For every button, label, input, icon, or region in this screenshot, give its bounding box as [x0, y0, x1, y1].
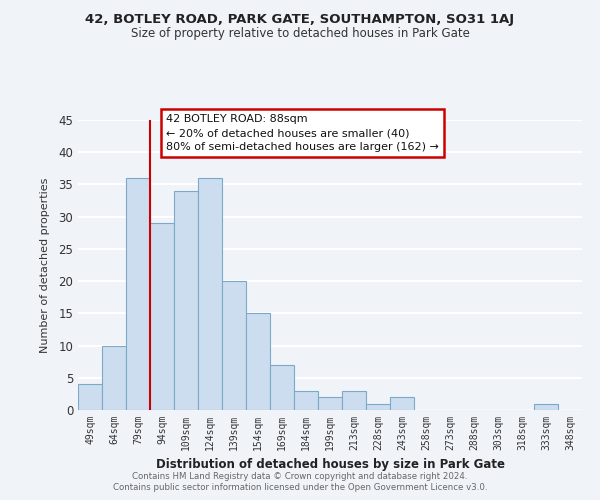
Y-axis label: Number of detached properties: Number of detached properties	[40, 178, 50, 352]
Text: Contains HM Land Registry data © Crown copyright and database right 2024.: Contains HM Land Registry data © Crown c…	[132, 472, 468, 481]
Text: 42 BOTLEY ROAD: 88sqm
← 20% of detached houses are smaller (40)
80% of semi-deta: 42 BOTLEY ROAD: 88sqm ← 20% of detached …	[166, 114, 439, 152]
Text: 42, BOTLEY ROAD, PARK GATE, SOUTHAMPTON, SO31 1AJ: 42, BOTLEY ROAD, PARK GATE, SOUTHAMPTON,…	[85, 12, 515, 26]
Bar	[246, 314, 270, 410]
Bar	[366, 404, 390, 410]
Bar	[294, 390, 318, 410]
Bar	[390, 397, 414, 410]
Bar	[270, 365, 294, 410]
Text: Contains public sector information licensed under the Open Government Licence v3: Contains public sector information licen…	[113, 484, 487, 492]
Text: Size of property relative to detached houses in Park Gate: Size of property relative to detached ho…	[131, 28, 469, 40]
Bar	[534, 404, 558, 410]
Bar	[102, 346, 126, 410]
Bar	[126, 178, 150, 410]
Bar	[78, 384, 102, 410]
Bar	[198, 178, 222, 410]
Bar	[342, 390, 366, 410]
Bar	[174, 191, 198, 410]
Bar	[150, 223, 174, 410]
X-axis label: Distribution of detached houses by size in Park Gate: Distribution of detached houses by size …	[155, 458, 505, 471]
Bar	[318, 397, 342, 410]
Bar	[222, 281, 246, 410]
